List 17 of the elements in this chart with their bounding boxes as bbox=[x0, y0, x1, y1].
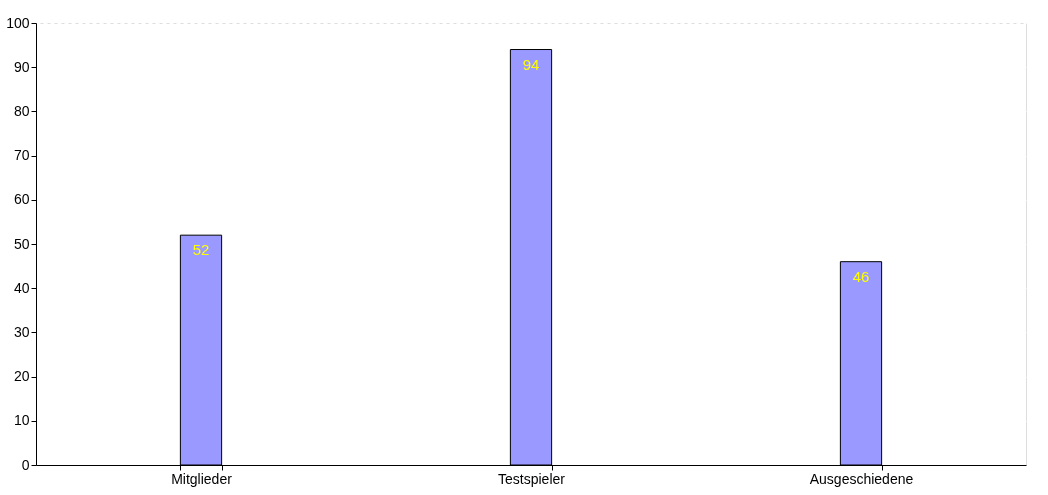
y-tick-label: 70 bbox=[13, 147, 30, 164]
x-tick-label: Testspieler bbox=[498, 470, 566, 487]
y-tick-label: 40 bbox=[13, 279, 30, 296]
y-tick-label: 10 bbox=[13, 412, 30, 429]
y-tick-label: 90 bbox=[13, 58, 30, 75]
y-tick-label: 30 bbox=[13, 323, 30, 340]
y-tick-label: 0 bbox=[21, 456, 30, 473]
x-tick-label: Ausgeschiedene bbox=[809, 470, 914, 487]
y-tick-label: 50 bbox=[13, 235, 30, 252]
data-label: 94 bbox=[522, 55, 540, 73]
data-label: 52 bbox=[192, 241, 210, 259]
y-tick-label: 20 bbox=[13, 368, 30, 385]
x-tick-label: Mitglieder bbox=[171, 470, 233, 487]
data-label: 46 bbox=[852, 267, 870, 285]
y-tick-label: 80 bbox=[13, 102, 30, 119]
y-tick-label: 100 bbox=[6, 14, 30, 31]
y-tick-label: 60 bbox=[13, 191, 30, 208]
